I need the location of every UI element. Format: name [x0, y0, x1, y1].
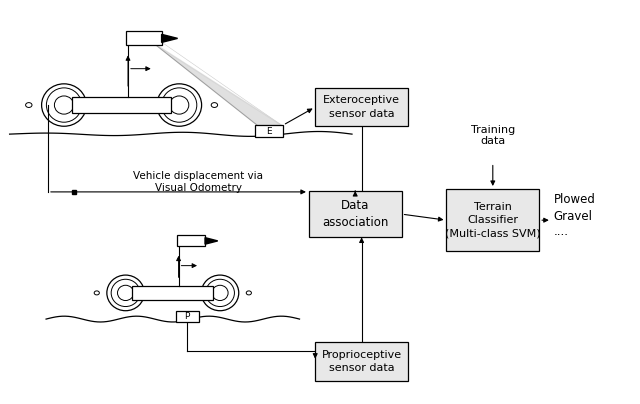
Text: Training
data: Training data [470, 124, 515, 146]
Polygon shape [205, 238, 218, 244]
Ellipse shape [54, 96, 74, 114]
Text: E: E [266, 127, 271, 136]
FancyBboxPatch shape [309, 191, 402, 238]
Ellipse shape [205, 279, 234, 307]
FancyBboxPatch shape [255, 125, 283, 137]
FancyBboxPatch shape [127, 31, 161, 45]
FancyBboxPatch shape [175, 311, 198, 322]
Ellipse shape [111, 279, 140, 307]
Text: Exteroceptive
sensor data: Exteroceptive sensor data [323, 95, 400, 119]
Ellipse shape [170, 96, 189, 114]
FancyBboxPatch shape [315, 343, 408, 381]
Ellipse shape [26, 103, 32, 107]
Text: ....: .... [554, 225, 568, 238]
FancyBboxPatch shape [72, 97, 172, 113]
FancyBboxPatch shape [447, 189, 540, 251]
Text: P: P [184, 312, 190, 321]
FancyBboxPatch shape [177, 236, 205, 246]
Ellipse shape [162, 88, 197, 122]
Ellipse shape [202, 275, 239, 311]
Ellipse shape [42, 84, 86, 126]
Text: Terrain
Classifier
(Multi-class SVM): Terrain Classifier (Multi-class SVM) [445, 202, 541, 238]
Ellipse shape [107, 275, 144, 311]
Ellipse shape [246, 291, 252, 295]
Text: Vehicle displacement via
Visual Odometry: Vehicle displacement via Visual Odometry [133, 171, 264, 193]
Text: Data
association: Data association [322, 199, 388, 229]
Text: Gravel: Gravel [554, 210, 593, 223]
Text: Proprioceptive
sensor data: Proprioceptive sensor data [321, 350, 402, 373]
Text: Plowed: Plowed [554, 194, 595, 206]
Ellipse shape [157, 84, 202, 126]
FancyBboxPatch shape [132, 286, 213, 300]
Ellipse shape [211, 103, 218, 107]
Ellipse shape [94, 291, 99, 295]
Ellipse shape [212, 285, 228, 301]
Polygon shape [161, 34, 178, 42]
Ellipse shape [118, 285, 134, 301]
FancyBboxPatch shape [315, 88, 408, 126]
Ellipse shape [46, 88, 82, 122]
Polygon shape [154, 43, 282, 125]
